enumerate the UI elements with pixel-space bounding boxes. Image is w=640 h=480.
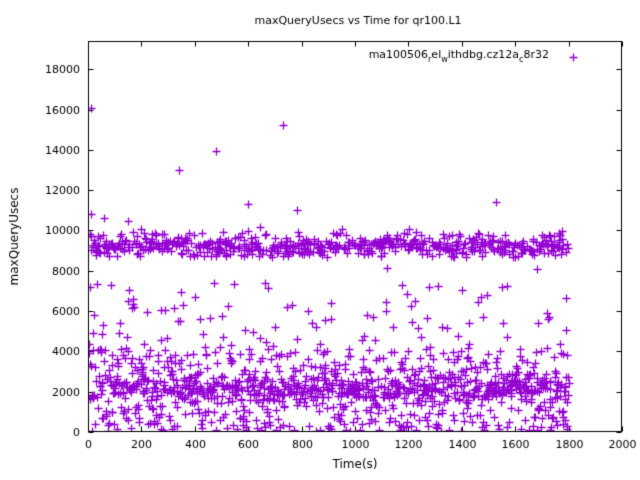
gnuplot-figure: maxQueryUsecs vs Time for qr100.L1 Time(… — [0, 0, 640, 480]
scatter-plot-canvas — [0, 0, 640, 480]
